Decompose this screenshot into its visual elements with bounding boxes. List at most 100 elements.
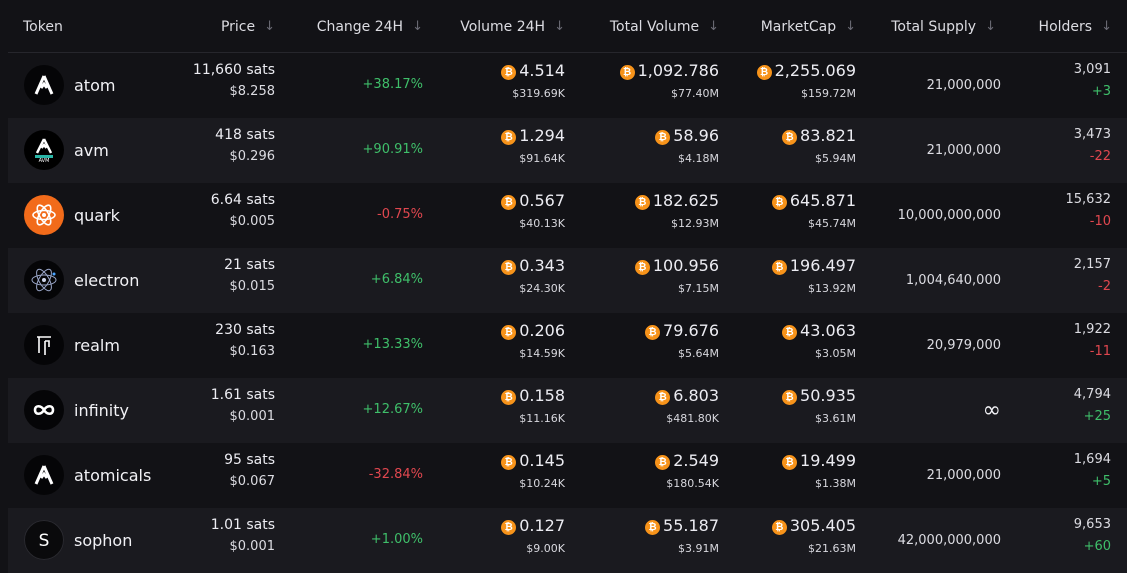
quark-logo-icon [24, 195, 64, 235]
change-cell: -32.84% [369, 466, 423, 484]
change-24h: -32.84% [368, 467, 423, 482]
total-supply-cell: 21,000,000 [927, 53, 1001, 118]
marketcap-usd: $5.94M [815, 152, 856, 165]
column-header-token[interactable]: Token [23, 0, 63, 53]
volume-btc: 0.158 [519, 386, 565, 405]
bitcoin-icon: ₿ [501, 260, 517, 275]
table-row-sophon[interactable]: S sophon 1.01 sats $0.001 +1.00% ₿ 0.127 … [8, 508, 1127, 573]
marketcap-usd: $3.05M [815, 347, 856, 360]
price-cell: 21 sats $0.015 [224, 256, 275, 296]
bitcoin-icon: ₿ [634, 260, 650, 275]
volume-btc: 4.514 [519, 61, 565, 80]
holders-count: 4,794 [1073, 387, 1111, 402]
change-cell: +13.33% [363, 336, 423, 354]
token-name[interactable]: realm [74, 336, 120, 355]
volume-usd: $14.59K [519, 347, 565, 360]
table-row-quark[interactable]: quark 6.64 sats $0.005 -0.75% ₿ 0.567 $40… [8, 183, 1127, 248]
marketcap-usd: $21.63M [808, 542, 856, 555]
token-table: Token Price ↓ Change 24H ↓ Volume 24H ↓ … [8, 0, 1127, 573]
column-header-holders[interactable]: Holders ↓ [1039, 0, 1112, 53]
column-header-price-label: Price [220, 18, 256, 35]
sort-arrow-icon[interactable]: ↓ [1101, 19, 1112, 34]
table-row-electron[interactable]: electron 21 sats $0.015 +6.84% ₿ 0.343 $2… [8, 248, 1127, 313]
volume-btc: 0.343 [519, 256, 565, 275]
total-supply-cell: 21,000,000 [927, 118, 1001, 183]
column-header-marketcap[interactable]: MarketCap ↓ [761, 0, 856, 53]
price-sats: 95 sats [224, 452, 275, 468]
token-name[interactable]: atom [74, 76, 116, 95]
token-name[interactable]: sophon [74, 531, 133, 550]
volume-btc: 0.127 [519, 516, 565, 535]
bitcoin-icon: ₿ [771, 195, 787, 210]
total-volume-usd: $77.40M [671, 87, 719, 100]
column-header-total-volume[interactable]: Total Volume ↓ [610, 0, 719, 53]
token-name[interactable]: electron [74, 271, 140, 290]
total-volume-cell: ₿ 1,092.786 $77.40M [619, 61, 719, 102]
price-cell: 6.64 sats $0.005 [211, 191, 275, 231]
total-volume-usd: $5.64M [678, 347, 719, 360]
total-volume-btc: 100.956 [652, 256, 719, 275]
column-header-total-supply-label: Total Supply [891, 18, 977, 35]
column-header-total-supply[interactable]: Total Supply ↓ [891, 0, 996, 53]
bitcoin-icon: ₿ [771, 520, 787, 535]
total-supply: 20,979,000 [926, 337, 1001, 353]
table-row-realm[interactable]: realm 230 sats $0.163 +13.33% ₿ 0.206 $14… [8, 313, 1127, 378]
bitcoin-icon: ₿ [501, 520, 517, 535]
change-cell: -0.75% [377, 206, 423, 224]
token-name[interactable]: quark [74, 206, 120, 225]
sort-arrow-icon[interactable]: ↓ [264, 19, 275, 34]
token-name[interactable]: atomicals [74, 466, 152, 485]
bitcoin-icon: ₿ [501, 195, 517, 210]
price-usd: $0.001 [229, 409, 276, 424]
marketcap-btc: 2,255.069 [774, 61, 856, 80]
holders-change: -2 [1098, 279, 1111, 294]
total-volume-btc: 58.96 [673, 126, 719, 145]
volume-cell: ₿ 1.294 $91.64K [501, 126, 565, 167]
column-header-total-volume-label: Total Volume [609, 18, 700, 35]
holders-change: -10 [1089, 214, 1111, 229]
svg-text:S: S [39, 531, 50, 551]
price-cell: 95 sats $0.067 [224, 451, 275, 491]
marketcap-btc: 43.063 [800, 321, 856, 340]
table-row-atomicals[interactable]: atomicals 95 sats $0.067 -32.84% ₿ 0.145 … [8, 443, 1127, 508]
price-cell: 230 sats $0.163 [215, 321, 275, 361]
volume-cell: ₿ 0.206 $14.59K [501, 321, 565, 362]
marketcap-cell: ₿ 50.935 $3.61M [782, 386, 856, 427]
price-sats: 418 sats [215, 127, 275, 143]
total-volume-cell: ₿ 79.676 $5.64M [645, 321, 719, 362]
total-volume-usd: $12.93M [671, 217, 719, 230]
sort-arrow-icon[interactable]: ↓ [845, 19, 856, 34]
column-header-volume[interactable]: Volume 24H ↓ [460, 0, 565, 53]
sort-arrow-icon[interactable]: ↓ [708, 19, 719, 34]
sort-arrow-icon[interactable]: ↓ [412, 19, 423, 34]
change-24h: +13.33% [362, 337, 423, 352]
marketcap-cell: ₿ 43.063 $3.05M [782, 321, 856, 362]
bitcoin-icon: ₿ [501, 390, 517, 405]
change-24h: +6.84% [370, 272, 423, 287]
column-header-change[interactable]: Change 24H ↓ [317, 0, 423, 53]
bitcoin-icon: ₿ [782, 130, 798, 145]
total-volume-btc: 6.803 [673, 386, 719, 405]
total-volume-btc: 2.549 [673, 451, 719, 470]
holders-cell: 15,632 -10 [1066, 191, 1112, 231]
holders-change: +3 [1091, 84, 1111, 99]
token-name[interactable]: infinity [74, 401, 129, 420]
total-supply: 21,000,000 [926, 467, 1001, 483]
table-row-atom[interactable]: atom 11,660 sats $8.258 +38.17% ₿ 4.514 $… [8, 53, 1127, 118]
bitcoin-icon: ₿ [771, 260, 787, 275]
change-cell: +1.00% [371, 531, 423, 549]
bitcoin-icon: ₿ [655, 130, 671, 145]
token-name[interactable]: avm [74, 141, 109, 160]
price-usd: $0.067 [229, 474, 276, 489]
sort-arrow-icon[interactable]: ↓ [554, 19, 565, 34]
price-cell: 11,660 sats $8.258 [193, 61, 275, 101]
bitcoin-icon: ₿ [501, 130, 517, 145]
change-cell: +38.17% [363, 76, 423, 94]
column-header-token-label: Token [23, 18, 63, 35]
table-row-avm[interactable]: AVM avm 418 sats $0.296 +90.91% ₿ 1.294 $… [8, 118, 1127, 183]
table-row-infinity[interactable]: infinity 1.61 sats $0.001 +12.67% ₿ 0.158… [8, 378, 1127, 443]
total-volume-usd: $3.91M [678, 542, 719, 555]
column-header-price[interactable]: Price ↓ [221, 0, 275, 53]
volume-cell: ₿ 4.514 $319.69K [501, 61, 565, 102]
sort-arrow-icon[interactable]: ↓ [985, 19, 996, 34]
